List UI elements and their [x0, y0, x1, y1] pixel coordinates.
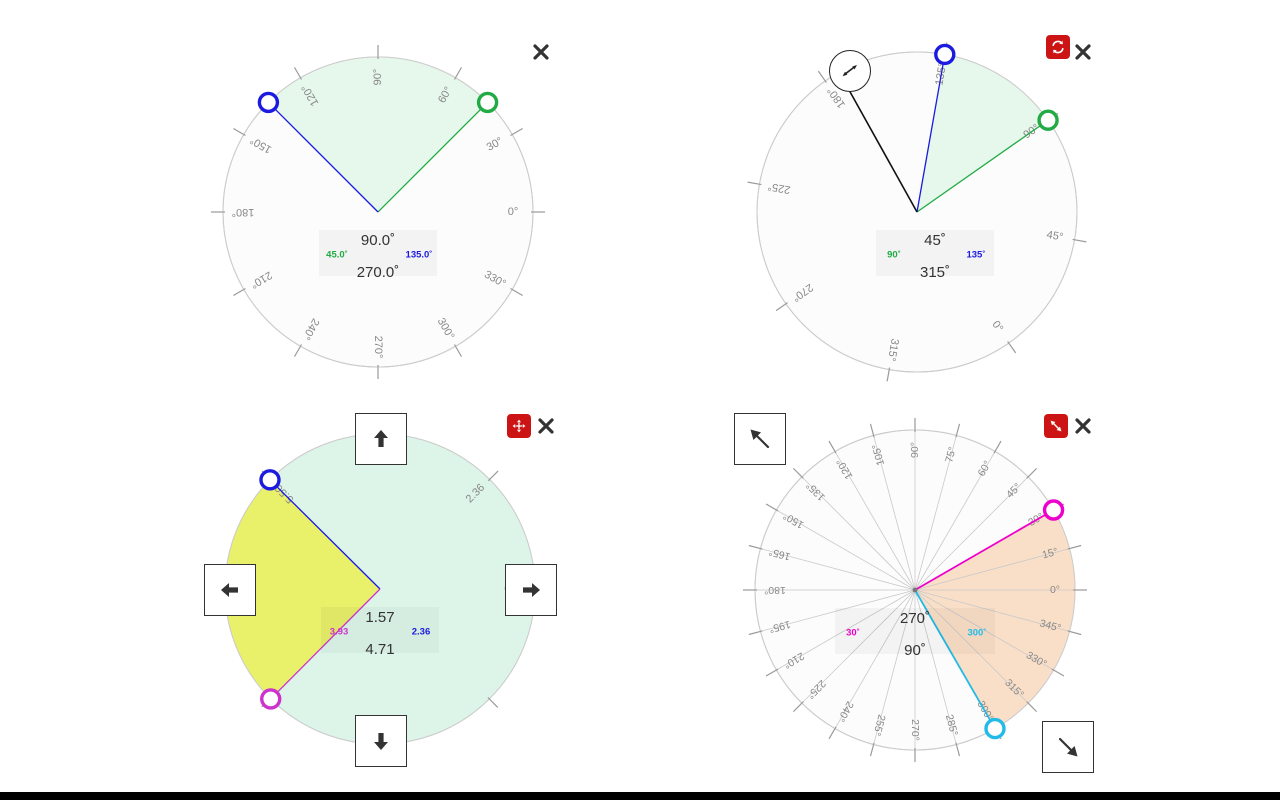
tick-label: 180° — [232, 206, 255, 218]
green-handle[interactable] — [476, 91, 499, 114]
arrow-down-right-icon — [1058, 737, 1078, 757]
magenta-handle[interactable] — [260, 688, 282, 710]
tick-label: 45° — [1046, 229, 1064, 244]
readout-bottom: 4.71 — [365, 641, 394, 658]
move-up-button[interactable] — [355, 413, 407, 465]
dial-degrees[interactable]: 0°30°60°90°120°150°180°210°240°270°300°3… — [0, 0, 640, 400]
close-x-glyph — [1075, 418, 1091, 434]
readout-top: 1.57 — [365, 609, 394, 626]
rotate-mode-button[interactable] — [1046, 35, 1070, 59]
readout-top: 270˚ — [900, 610, 930, 627]
close-x-glyph — [538, 418, 554, 434]
close-icon[interactable] — [1073, 416, 1093, 436]
close-icon[interactable] — [1073, 42, 1093, 62]
tick-label: 90° — [372, 69, 384, 86]
readout-left: 90˚ — [887, 250, 901, 261]
green-handle[interactable] — [1037, 109, 1059, 131]
bottom-bar — [0, 792, 1280, 800]
angle-widget-radians[interactable]: 0.792.363.935.501.573.932.364.71 — [0, 400, 640, 800]
tick-label: 0° — [508, 206, 519, 218]
move-right-button[interactable] — [505, 564, 557, 616]
readout-left: 30˚ — [846, 628, 860, 639]
readout-top: 45˚ — [924, 232, 946, 249]
close-icon[interactable] — [531, 42, 551, 62]
tick-label: 270° — [372, 336, 384, 359]
arrow-up-left-icon — [750, 429, 770, 449]
angle-widget-resize[interactable]: 0°15°30°45°60°75°90°105°120°135°150°165°… — [640, 400, 1280, 800]
readout-bottom: 315˚ — [920, 264, 950, 281]
readout-right: 135.0˚ — [406, 250, 433, 261]
tick-label: 285° — [943, 713, 960, 737]
resize-mode-button[interactable] — [1044, 414, 1068, 438]
readout-right: 2.36 — [412, 627, 431, 638]
resize-grow-button[interactable] — [1042, 721, 1094, 773]
tick-label: 345° — [1038, 617, 1062, 634]
dial-radians[interactable]: 0.792.363.935.501.573.932.364.71 — [0, 400, 640, 800]
arrow-down-icon — [374, 733, 388, 750]
tick-label: 75° — [943, 445, 959, 463]
tick-label: 180° — [764, 584, 786, 596]
move-mode-button[interactable] — [507, 414, 531, 438]
close-x-glyph — [1075, 44, 1091, 60]
tick-label: 255° — [870, 713, 887, 737]
move-down-button[interactable] — [355, 715, 407, 767]
readout-bottom: 90˚ — [904, 642, 926, 659]
angle-widget-degrees[interactable]: 0° 30° 60° 90° 120° 150° 180° 210° 240° 270° 300° 3… — [0, 0, 640, 400]
dial-rotated[interactable]: 0°45°90°135°180°225°270°315°45˚90˚135˚31… — [640, 0, 1280, 400]
readout-left: 3.93 — [330, 627, 349, 638]
tick-label: 90° — [909, 442, 921, 458]
arrow-up-icon — [374, 430, 388, 447]
move-left-button[interactable] — [204, 564, 256, 616]
move-icon — [512, 419, 526, 433]
readout-left: 45.0˚ — [326, 250, 348, 261]
readout-top: 90.0˚ — [361, 232, 395, 249]
resize-shrink-button[interactable] — [734, 413, 786, 465]
double-arrow-icon — [842, 65, 857, 77]
rotate-handle[interactable] — [829, 50, 871, 92]
magenta-handle[interactable] — [1042, 499, 1065, 521]
tick-label: 0° — [1050, 584, 1060, 596]
readout-bottom: 270.0˚ — [357, 264, 400, 281]
tick-label: 15° — [1041, 546, 1059, 562]
readout-right: 300˚ — [967, 628, 986, 639]
cyan-handle[interactable] — [984, 717, 1006, 740]
resize-diagonal-icon — [1050, 420, 1062, 432]
tick-label: 195° — [768, 618, 792, 635]
close-x-glyph — [533, 44, 549, 60]
blue-handle[interactable] — [259, 469, 281, 491]
arrow-left-icon — [221, 583, 238, 597]
tick-label: 315° — [885, 338, 901, 363]
angle-widget-rotated[interactable]: 0°45°90°135°180°225°270°315°45˚90˚135˚31… — [640, 0, 1280, 400]
blue-handle[interactable] — [257, 91, 280, 114]
tick-label: 225° — [767, 180, 792, 196]
dial-resize[interactable]: 0°15°30°45°60°75°90°105°120°135°150°165°… — [640, 400, 1280, 800]
tick-label: 270° — [909, 719, 921, 741]
rotate-icon — [1052, 40, 1064, 54]
arrow-right-icon — [523, 583, 540, 597]
blue-handle[interactable] — [934, 43, 956, 66]
tick-label: 165° — [768, 545, 792, 562]
tick-label: 105° — [870, 443, 887, 467]
close-icon[interactable] — [536, 416, 556, 436]
readout-right: 135˚ — [966, 250, 985, 261]
